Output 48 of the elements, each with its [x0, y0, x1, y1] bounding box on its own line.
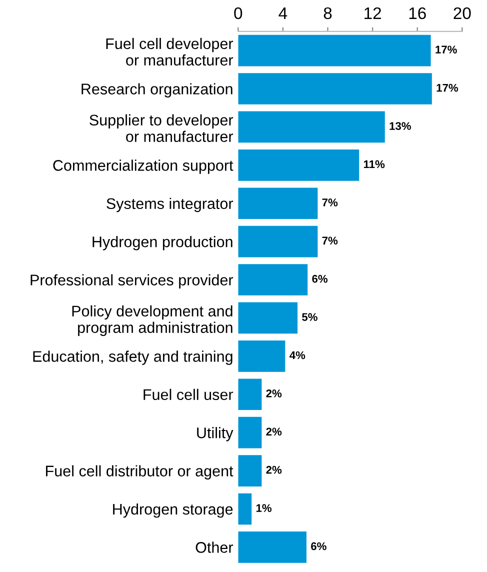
bar: [238, 188, 318, 220]
x-tick-label: 20: [454, 7, 471, 20]
data-label: 2%: [266, 389, 282, 398]
bar: [238, 111, 385, 143]
y-tick-label: Fuel cell developer or manufacturer: [106, 38, 234, 66]
data-label: 13%: [390, 122, 411, 130]
data-label: 1%: [256, 504, 272, 512]
data-label: 7%: [322, 236, 338, 245]
bar: [238, 150, 360, 181]
data-label: 17%: [436, 84, 458, 92]
data-label: 11%: [364, 160, 385, 168]
y-tick-label: Hydrogen production: [92, 236, 232, 250]
bar: [238, 264, 308, 296]
x-tick-label: 4: [278, 8, 288, 19]
bar: [238, 455, 262, 486]
data-label: 17%: [436, 46, 457, 54]
bar: [238, 226, 318, 258]
data-label: 5%: [302, 313, 318, 321]
x-tick-label: 12: [364, 7, 381, 19]
bar: [238, 340, 286, 372]
y-tick-label: Hydrogen storage: [113, 503, 233, 518]
x-tick-label: 16: [409, 7, 426, 20]
bar: [238, 532, 306, 563]
bar: [238, 493, 252, 525]
bar: [238, 416, 262, 448]
x-tick-label: 0: [234, 7, 242, 20]
data-label: 2%: [266, 428, 282, 436]
x-tick-label: 8: [324, 7, 332, 20]
y-tick-label: Professional services provider: [30, 274, 234, 288]
y-tick-label: Utility: [197, 427, 234, 442]
bar: [238, 378, 262, 410]
bar: [238, 302, 298, 334]
data-label: 6%: [311, 542, 326, 550]
y-tick-label: Research organization: [82, 83, 232, 98]
data-label: 4%: [290, 351, 306, 360]
y-tick-label: Supplier to developer or manufacturer: [90, 114, 234, 142]
y-tick-label: Fuel cell user: [144, 388, 234, 400]
y-tick-label: Education, safety and training: [33, 350, 232, 365]
y-tick-label: Fuel cell distributor or agent: [46, 465, 234, 480]
y-tick-label: Other: [196, 542, 234, 553]
data-label: 2%: [266, 466, 282, 474]
y-tick-label: Commercialization support: [53, 160, 234, 174]
bar: [238, 34, 431, 66]
data-label: 6%: [312, 274, 328, 283]
y-tick-label: Policy development and program administration: [72, 305, 232, 336]
y-tick-label: Systems integrator: [106, 198, 234, 212]
bar: [238, 73, 432, 104]
data-label: 7%: [322, 198, 338, 206]
